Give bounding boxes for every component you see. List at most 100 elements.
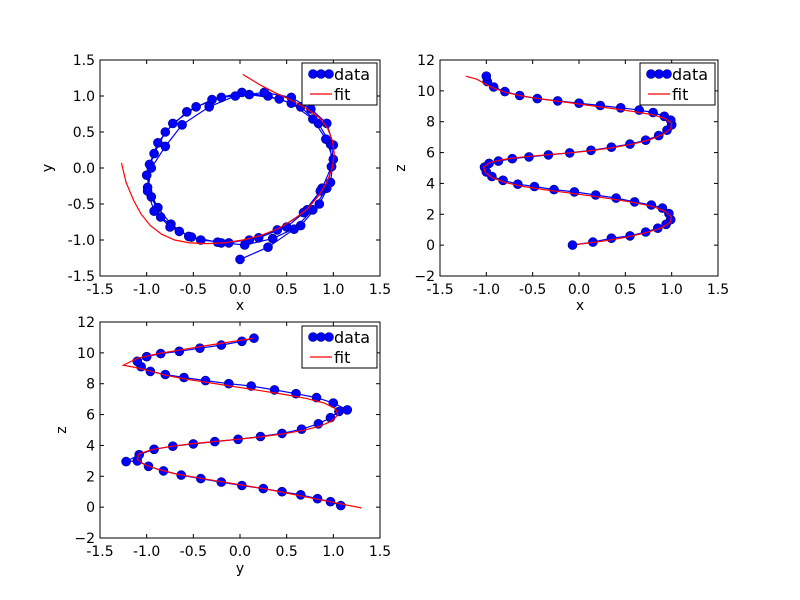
y-tick-label: 1.0 <box>73 89 95 105</box>
data-point <box>335 500 346 511</box>
legend-data-marker <box>316 69 326 79</box>
x-tick-label: -1.0 <box>473 282 500 298</box>
legend: data fit <box>301 62 378 106</box>
data-point <box>186 232 197 242</box>
x-tick-label: -1.5 <box>86 544 113 560</box>
plot-series <box>121 333 362 511</box>
data-point <box>191 102 201 112</box>
y-tick-label: 0 <box>426 238 435 254</box>
data-point <box>149 206 159 216</box>
x-tick-label: 0.5 <box>276 544 298 560</box>
legend-data-marker <box>308 332 318 342</box>
data-point <box>174 346 185 357</box>
data-point <box>237 336 247 347</box>
data-point <box>259 87 270 98</box>
x-tick-label: -1.0 <box>133 544 160 560</box>
data-point <box>611 193 621 203</box>
legend-data-marker <box>324 332 334 342</box>
x-axis-label: x <box>576 298 584 314</box>
series-line-fit <box>120 73 335 245</box>
data-point <box>664 208 674 219</box>
x-tick-label: 1.5 <box>369 282 391 298</box>
x-tick-label: 0.5 <box>614 282 636 298</box>
x-tick-label: -1.5 <box>426 282 453 298</box>
data-point <box>615 103 626 113</box>
data-point <box>267 233 278 244</box>
x-tick-label: 1.0 <box>322 544 344 560</box>
x-tick-label: 0.0 <box>229 282 251 298</box>
series-line-fit <box>121 337 362 509</box>
y-tick-label: -1.0 <box>68 233 95 249</box>
data-point <box>307 114 318 124</box>
y-tick-label: 1.5 <box>73 53 95 69</box>
y-axis-label: z <box>54 426 70 433</box>
data-point <box>168 118 178 129</box>
data-point <box>200 375 211 386</box>
data-point <box>179 372 189 383</box>
x-tick-label: 1.0 <box>661 282 683 298</box>
y-tick-label: 8 <box>86 377 95 393</box>
data-point <box>246 381 256 391</box>
data-point <box>174 226 185 237</box>
data-point <box>567 240 578 250</box>
data-point <box>342 405 353 415</box>
y-tick-label: 2 <box>426 207 435 223</box>
y-tick-label: -0.5 <box>68 197 95 213</box>
legend-data-marker <box>662 69 672 79</box>
data-point <box>263 242 273 252</box>
data-point <box>146 163 157 173</box>
data-point <box>235 254 245 265</box>
data-point <box>142 186 153 196</box>
data-point <box>141 170 152 180</box>
y-tick-label: 4 <box>426 176 435 192</box>
x-tick-label: 0.5 <box>276 282 298 298</box>
y-tick-label: 4 <box>86 438 95 454</box>
legend-data-marker <box>324 69 334 79</box>
plot-series <box>120 73 339 265</box>
y-tick-label: 6 <box>426 146 435 162</box>
legend-data-marker <box>646 69 656 79</box>
x-tick-label: -1.0 <box>133 282 160 298</box>
data-point <box>321 134 331 144</box>
data-point <box>160 127 171 137</box>
data-point <box>652 223 663 233</box>
y-axis-label: y <box>40 164 56 172</box>
data-point <box>204 102 214 112</box>
x-tick-label: 1.0 <box>322 282 344 298</box>
x-tick-label: 0.0 <box>568 282 590 298</box>
series-line-fit <box>465 75 673 245</box>
data-point <box>314 199 325 209</box>
data-point <box>177 120 187 130</box>
x-tick-label: -1.5 <box>86 282 113 298</box>
y-tick-label: 0.0 <box>73 161 95 177</box>
data-point <box>196 235 206 245</box>
data-point <box>606 233 617 243</box>
data-point <box>295 220 306 231</box>
data-point <box>149 148 159 159</box>
y-tick-label: 2 <box>86 469 95 485</box>
y-tick-label: −2 <box>414 269 435 285</box>
x-tick-label: 0.0 <box>229 544 251 560</box>
data-point <box>230 91 241 101</box>
legend-label-data: data <box>334 65 370 84</box>
x-tick-label: 1.5 <box>707 282 729 298</box>
y-tick-label: 8 <box>426 115 435 131</box>
legend-label-fit: fit <box>672 85 688 104</box>
legend-label-data: data <box>672 65 708 84</box>
data-point <box>216 340 227 350</box>
data-point <box>595 100 606 111</box>
y-tick-label: -1.5 <box>68 269 95 285</box>
y-tick-label: 6 <box>86 408 95 424</box>
data-point <box>121 456 131 467</box>
data-point <box>481 71 492 81</box>
data-point <box>160 141 171 152</box>
x-tick-label: 1.5 <box>369 544 391 560</box>
y-tick-label: 10 <box>417 84 435 100</box>
y-tick-label: 0.5 <box>73 125 95 141</box>
legend-label-fit: fit <box>334 348 350 367</box>
x-tick-label: -0.5 <box>180 282 207 298</box>
x-axis-label: y <box>236 561 244 577</box>
legend-data-marker <box>308 69 318 79</box>
